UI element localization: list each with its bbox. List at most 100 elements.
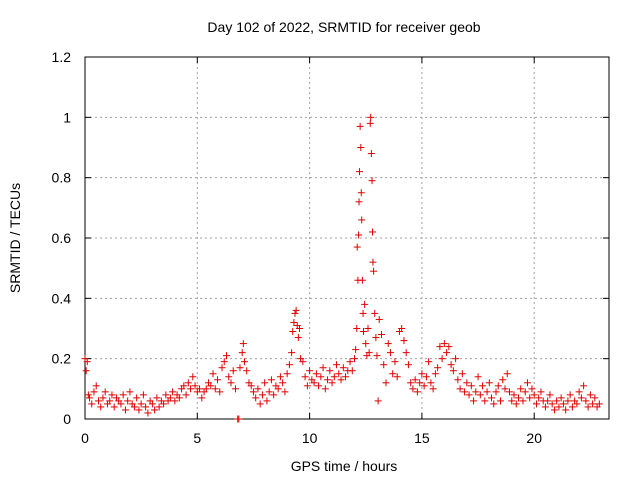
data-point: [586, 391, 594, 399]
data-point: [409, 385, 417, 393]
data-point: [227, 379, 235, 387]
data-point: [519, 397, 527, 405]
axis-ticks: 0 0.2 0.4 0.6 0.8 1 1.2 0 5 10 15 20: [52, 49, 609, 446]
data-point: [310, 379, 318, 387]
data-point: [476, 391, 484, 399]
data-point: [490, 400, 498, 408]
data-point: [214, 376, 222, 384]
data-point: [553, 397, 561, 405]
data-point: [461, 388, 469, 396]
data-point: [582, 397, 590, 405]
data-point: [321, 385, 329, 393]
x-tick-label: 15: [414, 430, 430, 446]
data-point: [256, 400, 264, 408]
data-point: [142, 403, 150, 411]
data-point: [355, 168, 363, 176]
data-point: [144, 409, 152, 417]
data-point: [202, 385, 210, 393]
data-point: [328, 379, 336, 387]
data-point: [294, 334, 302, 342]
data-point: [358, 276, 366, 284]
data-point: [389, 370, 397, 378]
y-tick-label: 0.4: [52, 290, 72, 306]
grid-lines: [85, 57, 609, 419]
data-point: [218, 364, 226, 372]
data-point: [106, 397, 114, 405]
data-point: [169, 388, 177, 396]
data-point: [431, 370, 439, 378]
data-point: [189, 373, 197, 381]
data-point: [285, 361, 293, 369]
data-point: [99, 394, 107, 402]
data-point: [303, 382, 311, 390]
data-point: [427, 379, 435, 387]
data-point: [198, 394, 206, 402]
data-point: [225, 373, 233, 381]
data-point: [97, 403, 105, 411]
data-point: [355, 231, 363, 239]
data-point: [175, 394, 183, 402]
data-point: [514, 394, 522, 402]
data-point: [119, 391, 127, 399]
data-point: [463, 379, 471, 387]
data-point: [124, 397, 132, 405]
data-point: [209, 370, 217, 378]
data-point: [526, 394, 534, 402]
data-point: [211, 385, 219, 393]
data-point: [559, 400, 567, 408]
data-point: [368, 228, 376, 236]
data-point: [503, 370, 511, 378]
data-point: [346, 358, 354, 366]
data-point: [243, 367, 251, 375]
chart-title: Day 102 of 2022, SRMTID for receiver geo…: [207, 19, 480, 35]
data-point: [530, 391, 538, 399]
data-point: [108, 391, 116, 399]
data-point: [416, 379, 424, 387]
data-point: [151, 406, 159, 414]
data-point: [566, 391, 574, 399]
data-point: [374, 397, 382, 405]
data-point: [239, 340, 247, 348]
data-point: [196, 385, 204, 393]
data-point: [171, 397, 179, 405]
data-point: [370, 267, 378, 275]
data-point: [247, 382, 255, 390]
data-point: [537, 388, 545, 396]
data-point: [373, 352, 381, 360]
data-point: [485, 379, 493, 387]
data-point: [481, 397, 489, 405]
data-point: [407, 379, 415, 387]
data-point: [400, 337, 408, 345]
data-point: [568, 403, 576, 411]
data-point: [575, 388, 583, 396]
data-point: [499, 376, 507, 384]
data-point: [94, 397, 102, 405]
data-point: [449, 367, 457, 375]
data-point: [290, 318, 298, 326]
data-point: [548, 400, 556, 408]
data-point: [445, 343, 453, 351]
data-point: [252, 394, 260, 402]
data-point: [411, 376, 419, 384]
data-point: [261, 379, 269, 387]
data-point: [404, 361, 412, 369]
data-point: [299, 358, 307, 366]
data-point: [358, 216, 366, 224]
data-point: [535, 394, 543, 402]
data-point: [101, 388, 109, 396]
data-point: [413, 388, 421, 396]
y-tick-label: 0: [63, 411, 71, 427]
data-point: [393, 373, 401, 381]
data-point: [402, 349, 410, 357]
data-point: [270, 391, 278, 399]
data-point: [436, 343, 444, 351]
data-point: [367, 113, 375, 121]
data-point: [315, 382, 323, 390]
data-point: [494, 382, 502, 390]
data-point: [148, 400, 156, 408]
data-point: [258, 391, 266, 399]
data-point: [276, 373, 284, 381]
data-point: [240, 358, 248, 366]
data-point: [528, 385, 536, 393]
